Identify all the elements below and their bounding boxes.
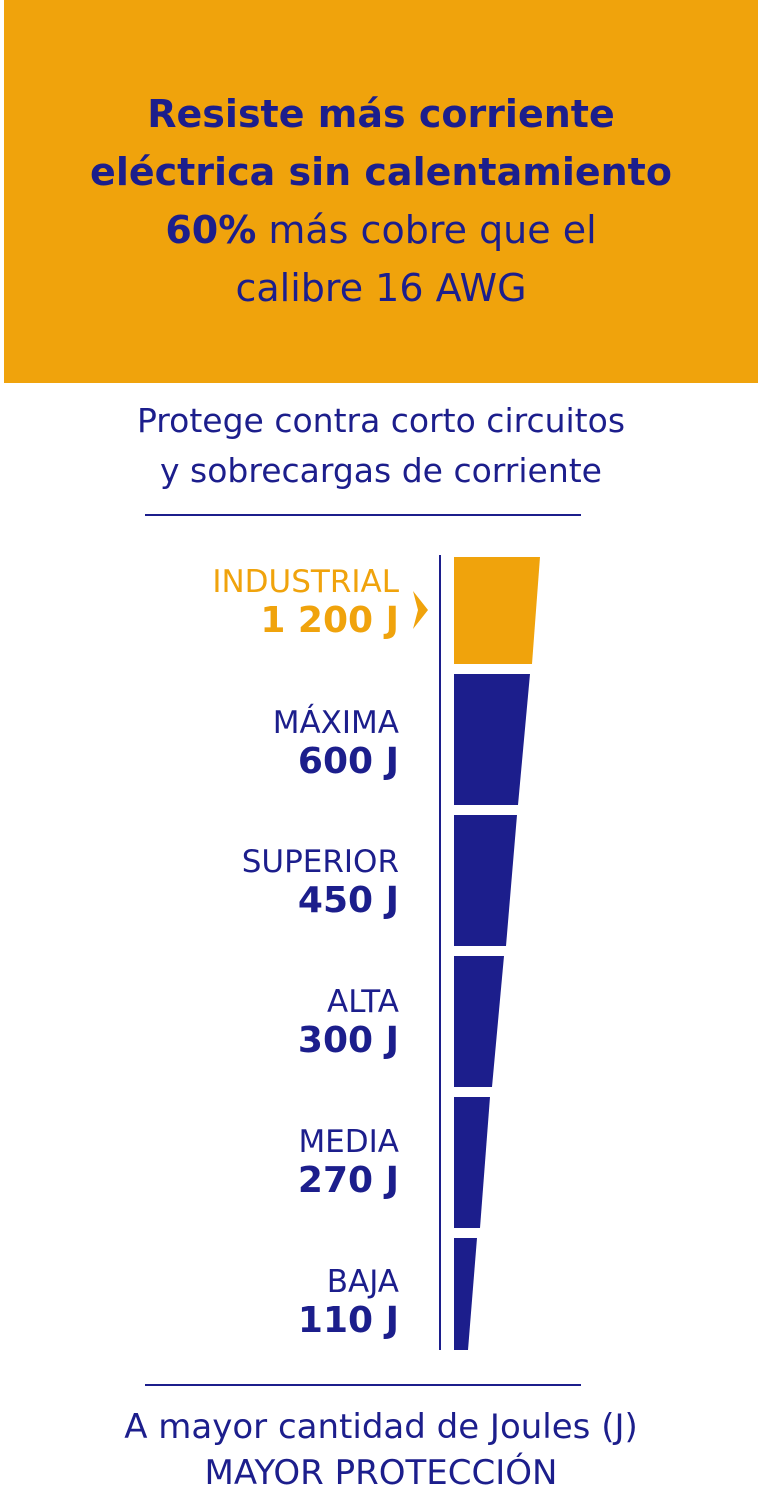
scale-axis — [439, 555, 441, 1350]
level-value: 110 J — [297, 1300, 399, 1341]
banner-line-4: calibre 16 AWG — [235, 266, 527, 310]
funnel-segment-media — [454, 1097, 490, 1228]
funnel-segment-maxima — [454, 674, 530, 805]
level-name: INDUSTRIAL — [212, 564, 399, 600]
funnel-segment-industrial — [454, 557, 540, 664]
level-superior: SUPERIOR 450 J — [242, 843, 399, 921]
level-value: 450 J — [297, 880, 399, 921]
funnel-segment-alta — [454, 956, 504, 1087]
level-name: MÁXIMA — [272, 705, 399, 741]
chevron-right-icon — [413, 591, 428, 629]
level-value: 1 200 J — [260, 600, 399, 641]
divider-bottom — [145, 1384, 581, 1386]
banner-line-1: Resiste más corriente — [147, 92, 615, 136]
level-name: BAJA — [326, 1264, 399, 1300]
level-value: 300 J — [297, 1020, 399, 1061]
level-alta: ALTA 300 J — [298, 983, 399, 1061]
subtitle: Protege contra corto circuitos y sobreca… — [0, 396, 762, 496]
level-value: 600 J — [297, 741, 399, 782]
subtitle-line-1: Protege contra corto circuitos — [136, 401, 626, 440]
banner-line-3-text: más cobre que el — [256, 208, 597, 252]
level-baja: BAJA 110 J — [298, 1263, 399, 1341]
level-industrial: INDUSTRIAL 1 200 J — [212, 563, 399, 641]
banner-line-3: 60% más cobre que el — [4, 206, 758, 254]
footer-line-1: A mayor cantidad de Joules (J) — [124, 1407, 638, 1447]
copper-percent: 60% — [165, 208, 257, 252]
level-name: SUPERIOR — [241, 844, 399, 880]
funnel-segment-superior — [454, 815, 517, 946]
level-name: ALTA — [327, 984, 399, 1020]
header-banner: Resiste más corriente eléctrica sin cale… — [4, 0, 758, 383]
divider-top — [145, 514, 581, 516]
level-name: MEDIA — [298, 1124, 399, 1160]
funnel-segment-baja — [454, 1238, 477, 1350]
level-media: MEDIA 270 J — [298, 1123, 399, 1201]
level-maxima: MÁXIMA 600 J — [273, 704, 399, 782]
subtitle-line-2: y sobrecargas de corriente — [160, 451, 602, 490]
footer-line-2: MAYOR PROTECCIÓN — [204, 1453, 558, 1493]
level-value: 270 J — [297, 1160, 399, 1201]
banner-line-2: eléctrica sin calentamiento — [90, 150, 672, 194]
